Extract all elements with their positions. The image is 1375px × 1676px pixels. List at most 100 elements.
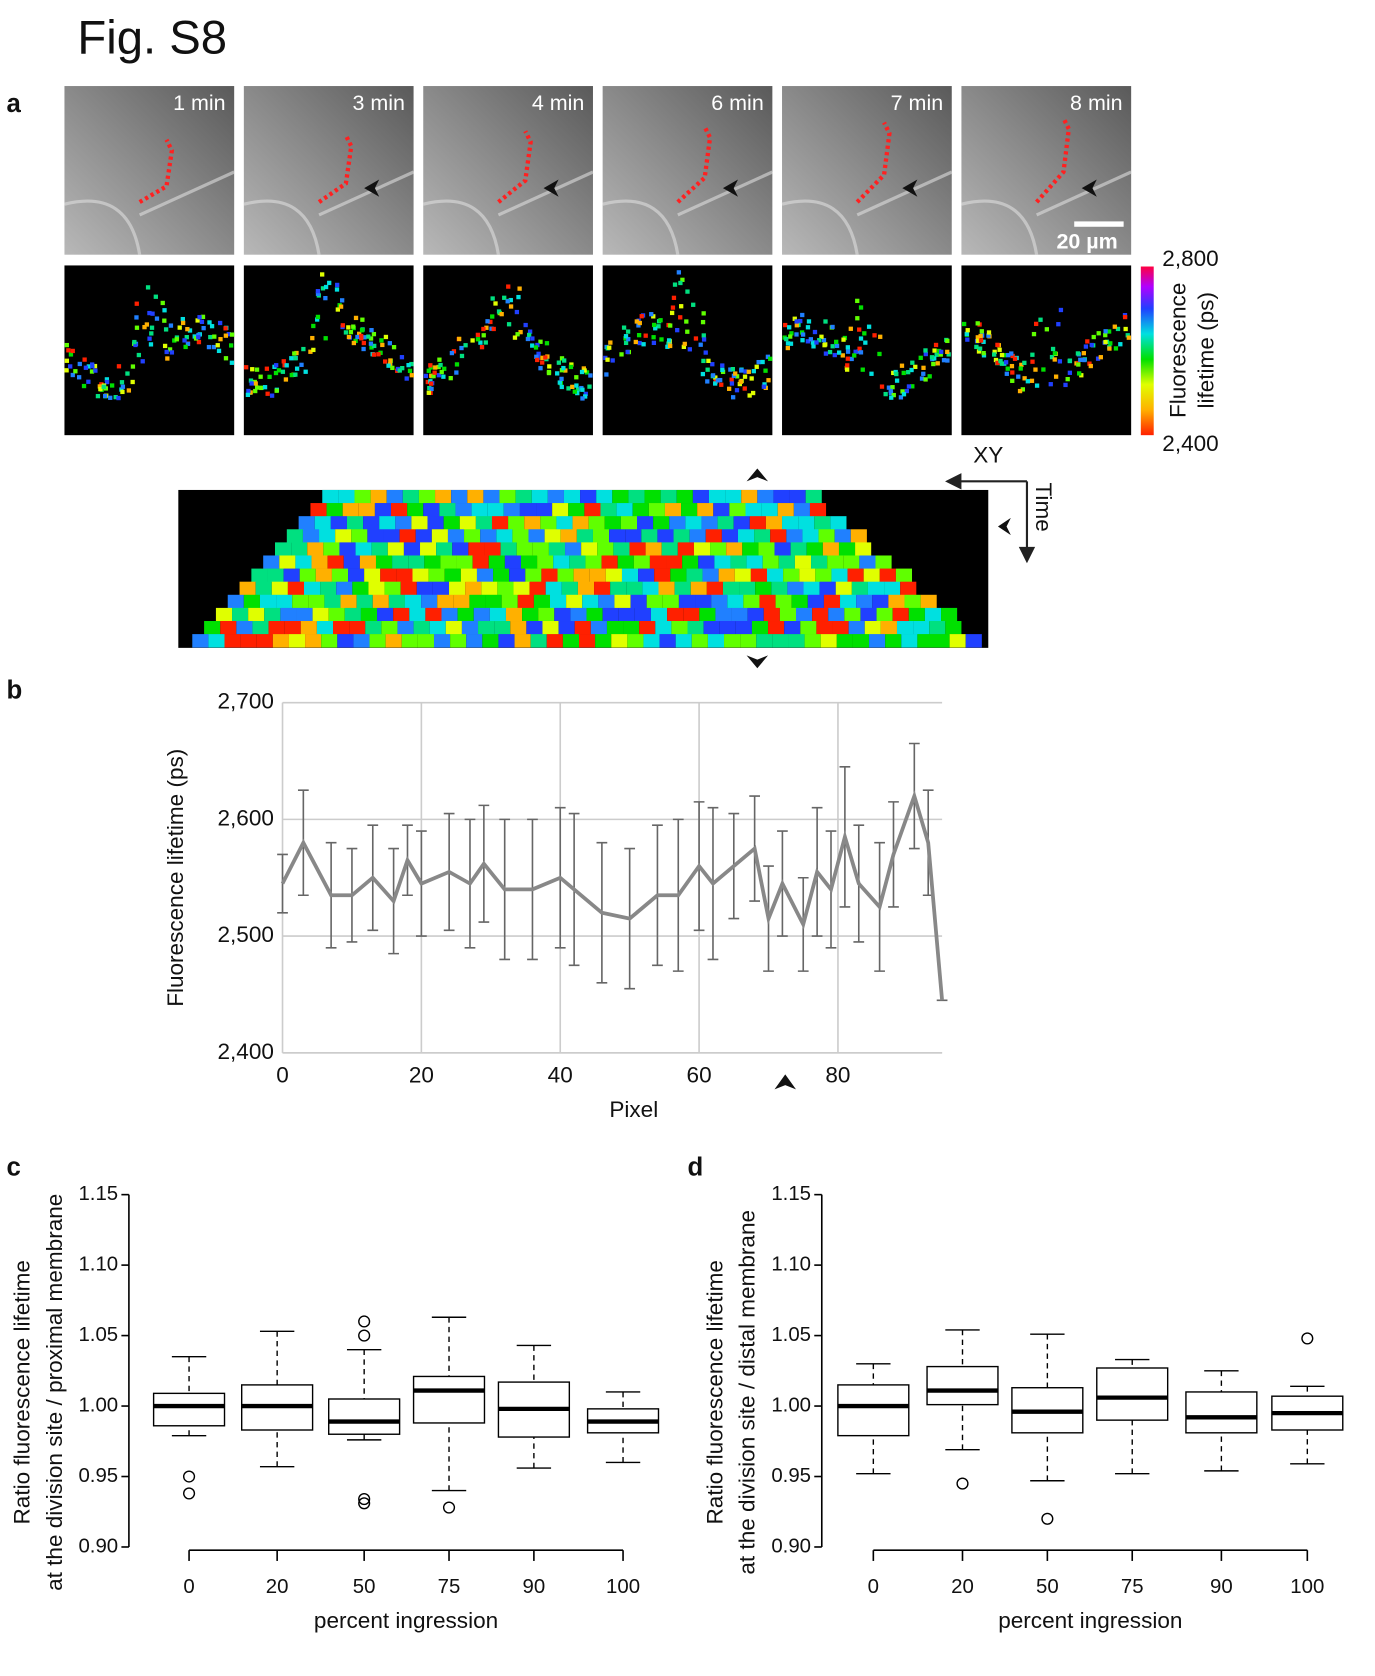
flim-pixel bbox=[134, 325, 140, 330]
kymograph-cell bbox=[344, 607, 361, 622]
colorbar-label: 2,400 bbox=[1162, 431, 1218, 456]
y-tick-label: 2,700 bbox=[217, 689, 273, 714]
micrograph bbox=[782, 86, 952, 255]
flim-pixel bbox=[866, 324, 872, 329]
kymograph-cell bbox=[596, 489, 613, 504]
flim-pixel bbox=[860, 367, 865, 372]
flim-pixel bbox=[441, 374, 446, 379]
x-tick-label: 80 bbox=[825, 1062, 850, 1087]
flim-pixel bbox=[483, 340, 488, 345]
kymograph-cell bbox=[671, 621, 688, 635]
kymograph-cell bbox=[368, 581, 385, 596]
flim-pixel bbox=[794, 332, 799, 337]
kymograph-cell bbox=[547, 489, 564, 504]
flim-pixel bbox=[1088, 363, 1093, 369]
flim-pixel bbox=[246, 388, 251, 394]
flim-pixel bbox=[823, 319, 828, 324]
kymograph-cell bbox=[722, 581, 740, 596]
flim-pixel bbox=[556, 360, 562, 365]
kymograph-cell bbox=[741, 489, 758, 504]
x-tick-label: 75 bbox=[438, 1576, 461, 1598]
x-tick-label: 0 bbox=[276, 1062, 289, 1087]
flim-pixel bbox=[406, 363, 411, 368]
kymograph-cell bbox=[275, 542, 292, 556]
flim-pixel bbox=[1113, 346, 1119, 351]
kymograph-cell bbox=[654, 568, 671, 583]
kymograph-cell bbox=[745, 503, 762, 517]
kymograph-cell bbox=[843, 555, 860, 569]
flim-pixel bbox=[514, 309, 520, 315]
flim-pixel bbox=[366, 334, 371, 339]
kymograph-cell bbox=[360, 607, 378, 622]
kymograph-cell bbox=[363, 516, 380, 530]
kymograph-cell bbox=[413, 621, 430, 635]
flim-pixel bbox=[1065, 376, 1070, 382]
kymograph-cell bbox=[562, 634, 580, 648]
flim-pixel bbox=[800, 338, 805, 343]
flim-pixel bbox=[488, 319, 493, 325]
kymograph-cell bbox=[788, 634, 805, 648]
flim-pixel bbox=[1078, 357, 1083, 362]
kymograph-cell bbox=[444, 568, 461, 583]
flim-pixel bbox=[805, 339, 811, 344]
kymograph-cell bbox=[461, 621, 479, 635]
kymograph-cell bbox=[465, 581, 482, 596]
flim-pixel bbox=[679, 304, 684, 309]
flim-pixel bbox=[530, 336, 535, 341]
flim-pixel bbox=[459, 345, 464, 351]
flim-pixel bbox=[426, 390, 431, 395]
flim-pixel bbox=[1052, 351, 1058, 356]
kymograph-cell bbox=[860, 607, 877, 622]
flim-pixel bbox=[212, 334, 217, 339]
flim-pixel bbox=[169, 350, 175, 355]
flim-pixel bbox=[682, 341, 687, 347]
kymograph-cell bbox=[439, 503, 456, 517]
arrowhead bbox=[1081, 179, 1097, 197]
kymograph-cell bbox=[805, 489, 822, 504]
division-trace bbox=[1035, 117, 1072, 204]
flim-pixel bbox=[116, 364, 122, 369]
flim-pixel bbox=[901, 370, 906, 376]
division-trace bbox=[497, 130, 533, 204]
kymograph-cell bbox=[239, 581, 256, 596]
flim-pixel bbox=[93, 368, 98, 373]
flim-pixel bbox=[448, 376, 453, 381]
flim-pixel bbox=[855, 298, 860, 304]
kymograph-cell bbox=[582, 594, 599, 609]
flim-pixel bbox=[931, 361, 936, 367]
charts: 2,400 2,500 2,600 2,700 0 20 40 60 80 Pixel Fluore… bbox=[10, 689, 1344, 1633]
flim-pixel bbox=[346, 334, 352, 340]
kymograph-cell bbox=[628, 489, 645, 504]
kymograph-cell bbox=[806, 542, 823, 556]
flim-pixel bbox=[1118, 342, 1123, 347]
flim-pixel bbox=[98, 386, 103, 392]
flim-pixel bbox=[185, 326, 190, 332]
flim-pixel bbox=[168, 323, 174, 328]
flim-pixel bbox=[555, 371, 560, 376]
kymograph-cell bbox=[605, 568, 622, 583]
flim-pixel bbox=[877, 351, 882, 357]
flim-pixel bbox=[201, 326, 206, 331]
kymograph-cell bbox=[561, 581, 578, 596]
kymograph-cell bbox=[690, 581, 707, 596]
kymograph-cell bbox=[284, 621, 301, 635]
kymograph-cell bbox=[730, 555, 747, 569]
flim-pixel bbox=[454, 370, 459, 375]
flim-pixel bbox=[172, 338, 177, 343]
flim-pixel bbox=[1050, 346, 1056, 352]
axis-arrow-label: Time bbox=[1031, 483, 1056, 532]
kymograph-cell bbox=[546, 634, 563, 648]
flim-pixel bbox=[1033, 321, 1039, 327]
timepoint: 8 min bbox=[1070, 91, 1123, 115]
kymograph-cell bbox=[809, 503, 827, 517]
kymograph-cell bbox=[339, 542, 356, 556]
kymograph-cell bbox=[533, 594, 550, 609]
kymograph-cell bbox=[407, 503, 424, 517]
flim-pixel bbox=[323, 284, 329, 290]
flim-pixel bbox=[878, 334, 883, 339]
flim-pixel bbox=[126, 388, 132, 393]
flim-pixel bbox=[351, 340, 357, 346]
kymograph-cell bbox=[514, 634, 531, 648]
flim-pixel bbox=[265, 391, 270, 396]
y-axis-title: at the division site / distal membrane bbox=[735, 1210, 760, 1575]
